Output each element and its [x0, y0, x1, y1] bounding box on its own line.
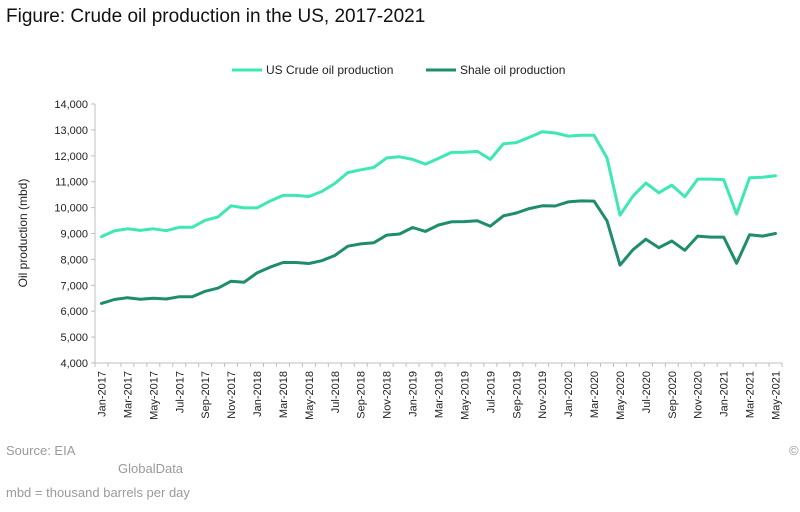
x-tick-label: May-2019	[459, 371, 471, 420]
x-tick-label: May-2021	[771, 371, 783, 420]
x-tick-label: Nov-2019	[537, 371, 549, 419]
y-tick-label: 11,000	[55, 177, 88, 189]
x-tick-label: Mar-2019	[434, 371, 446, 418]
x-tick-label: Sep-2020	[667, 371, 679, 419]
chart-legend: US Crude oil production Shale oil product…	[232, 63, 565, 77]
source-note: Source: EIA	[6, 443, 76, 458]
unit-note: mbd = thousand barrels per day	[6, 485, 190, 500]
y-tick-label: 10,000	[54, 203, 88, 215]
x-tick-label: Sep-2018	[356, 371, 368, 419]
x-tick-label: Mar-2017	[122, 371, 134, 418]
x-tick-label: Jan-2021	[719, 371, 731, 417]
copyright-mark: ©	[789, 443, 799, 458]
x-tick-label: Mar-2021	[745, 371, 757, 418]
x-tick-label: Sep-2019	[511, 371, 523, 419]
x-tick-label: Nov-2020	[693, 371, 705, 419]
series-line-shale	[100, 199, 777, 305]
y-tick-label: 9,000	[60, 229, 88, 241]
x-tick-label: Jul-2020	[641, 371, 653, 413]
x-tick-label: Jan-2019	[408, 371, 420, 417]
brand-watermark: GlobalData	[118, 461, 184, 476]
x-tick-label: Nov-2018	[382, 371, 394, 419]
x-tick-label: Jan-2018	[252, 371, 264, 417]
x-tick-label: May-2020	[615, 371, 627, 420]
y-axis-label: Oil production (mbd)	[16, 179, 30, 288]
y-tick-label: 13,000	[54, 125, 88, 137]
legend-label: US Crude oil production	[266, 63, 393, 77]
series-group	[100, 130, 777, 305]
y-axis: 4,000 5,000 6,000 7,000 8,000 9,000 10,000 11,0…	[54, 99, 96, 370]
x-tick-label: Sep-2017	[200, 371, 212, 419]
x-tick-label: Jul-2017	[174, 371, 186, 413]
y-tick-label: 8,000	[60, 254, 88, 266]
y-tick-label: 6,000	[60, 306, 88, 318]
x-tick-label: Nov-2017	[226, 371, 238, 419]
figure-title: Figure: Crude oil production in the US, …	[6, 6, 426, 27]
x-tick-label: Jan-2017	[96, 371, 108, 417]
y-tick-label: 7,000	[60, 280, 88, 292]
x-tick-label: Jul-2019	[485, 371, 497, 413]
x-tick-label: Jan-2020	[563, 371, 575, 417]
x-tick-label: May-2018	[304, 371, 316, 420]
series-line-us-crude	[100, 130, 777, 239]
legend-label: Shale oil production	[460, 63, 565, 77]
x-tick-label: Mar-2020	[589, 371, 601, 418]
y-tick-label: 5,000	[60, 332, 88, 344]
y-tick-label: 14,000	[54, 99, 88, 111]
y-tick-label: 12,000	[54, 151, 88, 163]
x-tick-label: May-2017	[148, 371, 160, 420]
x-tick-label: Jul-2018	[330, 371, 342, 413]
y-tick-label: 4,000	[60, 358, 88, 370]
x-tick-label: Mar-2018	[278, 371, 290, 418]
x-axis: Jan-2017 Mar-2017 May-2017 Jul-2017 Sep-2017…	[94, 362, 783, 420]
